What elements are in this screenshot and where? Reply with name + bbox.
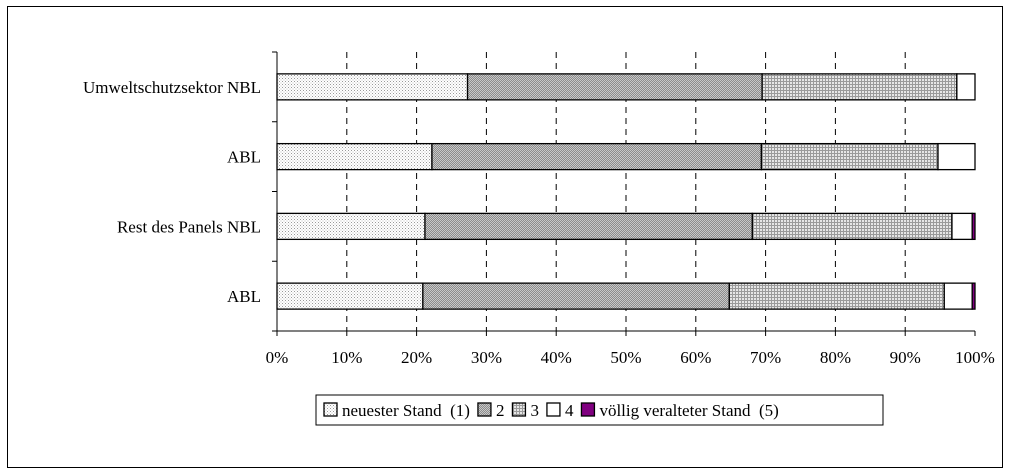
legend-swatch-2 (511, 402, 527, 417)
category-label-0: Umweltschutzsektor NBL (83, 78, 261, 97)
bar-segment-2-4 (971, 212, 976, 241)
x-tick-label-8: 80% (820, 348, 851, 367)
x-tick-label-5: 50% (610, 348, 641, 367)
bar-segment-2-1 (424, 212, 753, 241)
bar-segment-1-1 (431, 142, 763, 171)
x-tick-label-10: 100% (955, 348, 995, 367)
bar-segment-0-1 (466, 73, 763, 101)
legend-swatch-3 (546, 402, 561, 417)
legend-swatch-0 (323, 402, 338, 417)
bar-segment-0-2 (761, 73, 958, 101)
legend-swatch-4 (580, 402, 596, 417)
x-tick-label-3: 30% (471, 348, 502, 367)
bar-segment-2-3 (951, 212, 973, 241)
axis-labels: 0% 10% 20% 30% 40% 50% 60% 70% 80% 90% 100% Umwelts… (83, 78, 995, 367)
bar-segment-0-3 (956, 73, 976, 101)
legend-box (315, 394, 884, 426)
bar-segment-2-0 (276, 212, 426, 241)
x-tick-label-1: 10% (331, 348, 362, 367)
legend: neuester Stand (1) 2 3 4 völlig veralteter S… (315, 394, 884, 426)
x-tick-label-9: 90% (890, 348, 921, 367)
bar-segment-3-0 (276, 282, 424, 310)
bar-segment-2-2 (751, 212, 953, 241)
category-label-2: Rest des Panels NBL (117, 217, 261, 236)
axes (272, 51, 976, 336)
x-tick-label-2: 20% (401, 348, 432, 367)
bar-segment-3-1 (422, 282, 730, 310)
category-label-1: ABL (227, 148, 261, 167)
x-tick-label-6: 60% (680, 348, 711, 367)
bar-segment-3-4 (971, 282, 976, 310)
bar-segment-1-3 (937, 142, 976, 171)
bar-segment-1-0 (276, 142, 433, 171)
x-tick-label-7: 70% (750, 348, 781, 367)
legend-label-4: völlig veralteter Stand (5) (599, 401, 778, 420)
legend-label-0: neuester Stand (1) (342, 401, 470, 420)
bar-segment-0-0 (276, 73, 469, 101)
bar-segment-3-2 (728, 282, 945, 310)
legend-label-3: 4 (565, 401, 574, 420)
x-tick-label-4: 40% (541, 348, 572, 367)
legend-label-1: 2 (496, 401, 505, 420)
bar-segment-3-3 (943, 282, 973, 310)
category-label-3: ABL (227, 287, 261, 306)
legend-swatch-1 (477, 402, 492, 417)
x-tick-label-0: 0% (266, 348, 289, 367)
bars (276, 73, 976, 310)
bar-segment-1-2 (760, 142, 939, 171)
legend-label-2: 3 (530, 401, 539, 420)
